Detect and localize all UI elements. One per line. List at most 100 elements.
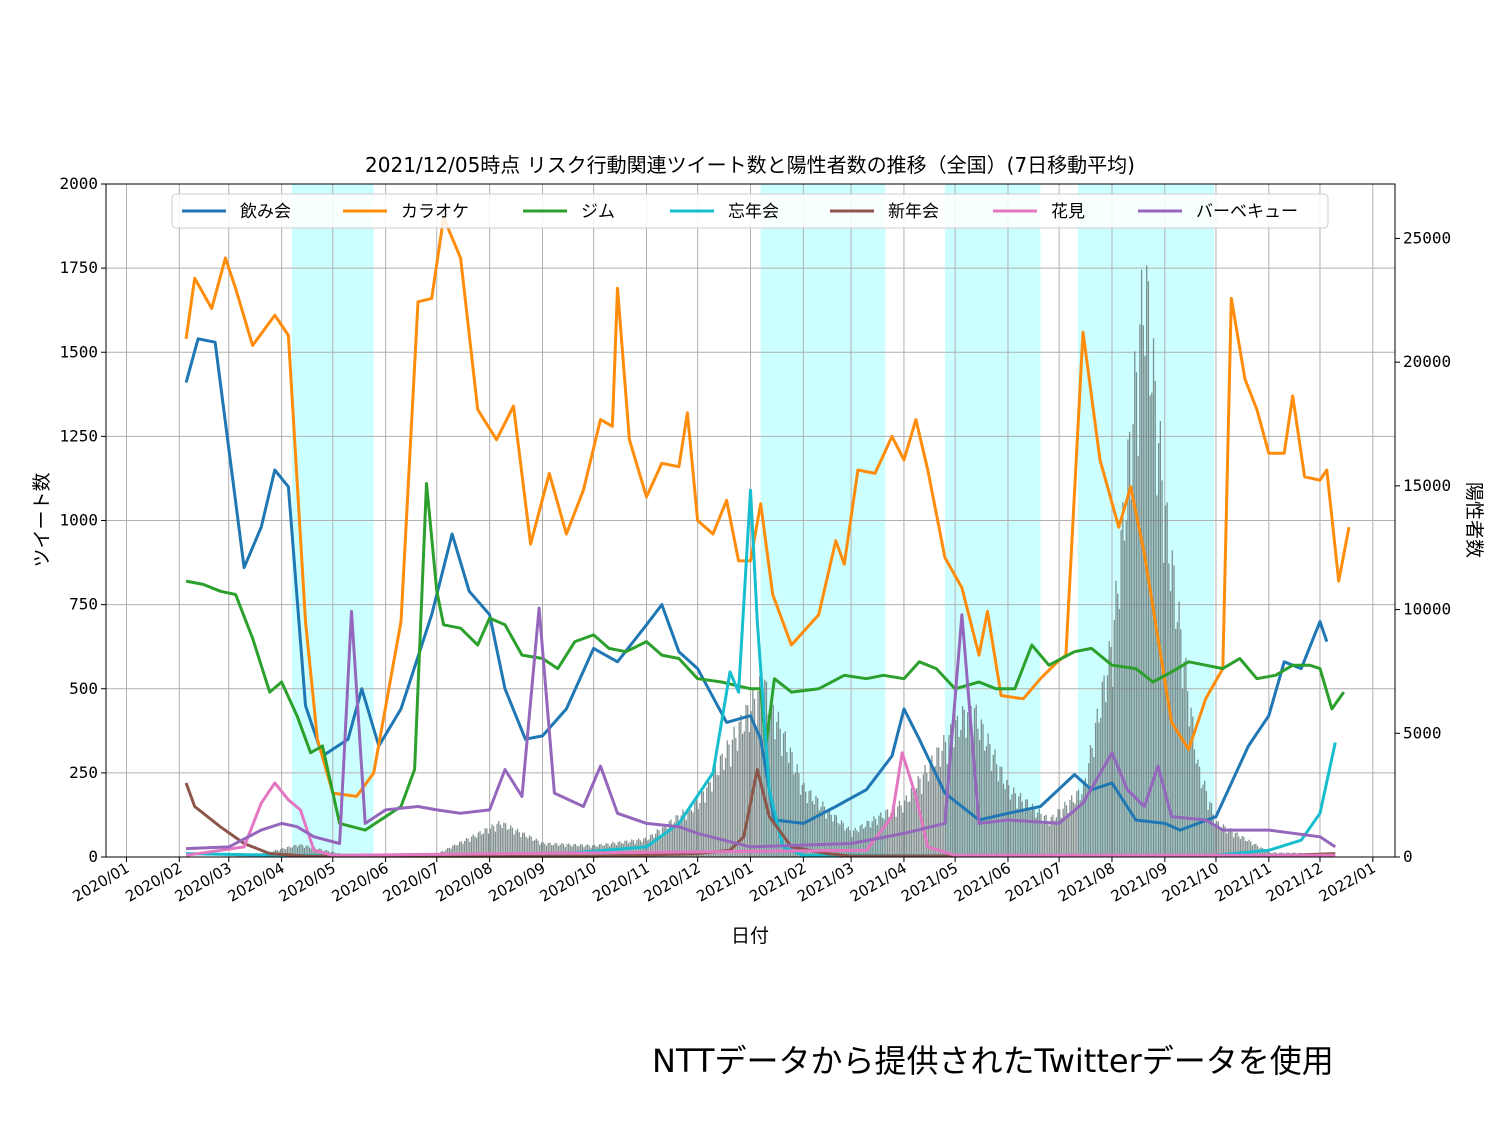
positive-bar	[487, 833, 490, 857]
positive-bar	[646, 840, 648, 857]
positive-bar	[1197, 759, 1199, 857]
positive-bar	[1072, 802, 1075, 857]
positive-bar	[1076, 791, 1078, 857]
positive-bar	[574, 843, 577, 857]
positive-bar	[786, 752, 788, 857]
positive-bar	[931, 755, 933, 857]
positive-bar	[457, 844, 459, 857]
positive-bar	[907, 802, 909, 857]
positive-bar	[1132, 424, 1134, 857]
positive-bar	[1188, 726, 1190, 857]
positive-bar	[1239, 839, 1242, 857]
footer-note: NTTデータから提供されたTwitterデータを使用	[652, 1042, 1334, 1080]
positive-bar	[684, 812, 686, 857]
positive-bar	[1234, 832, 1237, 857]
positive-bar	[1207, 809, 1209, 857]
x-tick-label: 2020/12	[641, 859, 704, 906]
positive-bar	[1096, 708, 1098, 857]
positive-bar	[1050, 816, 1052, 857]
series-lines	[184, 216, 1351, 858]
positive-bar	[1123, 540, 1126, 857]
positive-bar	[1026, 799, 1028, 857]
positive-bar	[922, 774, 924, 857]
positive-bar	[963, 709, 965, 857]
positive-bar	[1147, 281, 1150, 857]
positive-bar	[810, 790, 812, 857]
y-tick-label: 500	[69, 679, 98, 698]
positive-bar	[1140, 269, 1143, 857]
positive-bar	[897, 806, 899, 857]
positive-bar	[938, 747, 940, 857]
positive-bar	[510, 825, 512, 857]
positive-bar	[528, 835, 531, 857]
positive-bar	[699, 802, 701, 857]
positive-bar	[903, 800, 906, 857]
positive-bar	[532, 840, 534, 857]
x-tick-label: 2021/11	[1212, 859, 1275, 906]
positive-bar	[1231, 831, 1233, 857]
positive-bar	[1243, 836, 1245, 857]
positive-bar	[573, 844, 575, 857]
positive-bar	[1077, 789, 1080, 857]
positive-bar	[557, 846, 560, 857]
positive-bar	[805, 791, 807, 857]
positive-bar	[924, 764, 926, 857]
positive-bar	[815, 795, 817, 857]
positive-bar	[477, 832, 479, 857]
positive-bar	[1009, 799, 1011, 857]
positive-bar	[743, 731, 745, 857]
positive-bar	[791, 752, 793, 857]
y-axis-label: ツイート数	[31, 472, 53, 567]
positive-bar	[929, 760, 931, 857]
positive-bar	[1152, 338, 1155, 857]
positive-bar	[1217, 821, 1219, 857]
positive-bar	[752, 689, 754, 857]
positive-bar	[627, 843, 630, 857]
positive-bar	[723, 769, 725, 857]
positive-bar	[295, 844, 297, 857]
positive-bar	[469, 841, 471, 857]
positive-bar	[1106, 675, 1109, 857]
positive-bar	[1212, 814, 1214, 857]
positive-bar	[869, 827, 872, 857]
series-line-1	[184, 216, 1351, 798]
positive-bar	[545, 845, 548, 857]
positive-bar	[1042, 823, 1044, 857]
positive-bar	[1113, 619, 1115, 857]
positive-bar	[1127, 439, 1129, 857]
positive-bar	[1185, 657, 1187, 857]
positive-bar	[452, 845, 454, 857]
positive-bar	[1053, 820, 1056, 857]
positive-bar	[665, 826, 667, 857]
positive-bar	[1031, 803, 1034, 857]
y-right-tick-label: 15000	[1403, 476, 1451, 495]
positive-bar	[1025, 799, 1027, 857]
positive-bar	[479, 831, 481, 857]
positive-bar	[673, 822, 676, 857]
x-tick-label: 2020/08	[433, 859, 496, 906]
positive-bar	[1156, 495, 1158, 857]
x-tick-label: 2021/08	[1055, 859, 1118, 906]
positive-bar	[832, 821, 834, 857]
positive-bar	[789, 747, 791, 857]
positive-bar	[568, 843, 570, 857]
positive-bar	[1093, 757, 1095, 857]
positive-bar	[943, 734, 945, 857]
positive-bar	[997, 781, 1000, 857]
positive-bar	[1118, 608, 1121, 857]
positive-bar	[653, 837, 655, 857]
positive-bar	[788, 762, 790, 857]
positive-bar	[917, 776, 919, 857]
legend-label-5: 花見	[1051, 202, 1085, 222]
y-tick-label: 750	[69, 595, 98, 614]
legend-label-2: ジム	[581, 202, 615, 222]
positive-bar	[1250, 841, 1252, 857]
x-tick-label: 2021/07	[1002, 859, 1065, 906]
positive-bar	[1089, 744, 1092, 857]
positive-bar	[777, 711, 780, 857]
positive-bar	[298, 844, 300, 857]
positive-bar	[876, 825, 878, 857]
legend: 飲み会 カラオケ ジム 忘年会 新年会 花見 バーベキュー	[171, 193, 1329, 229]
positive-bar	[978, 739, 981, 857]
